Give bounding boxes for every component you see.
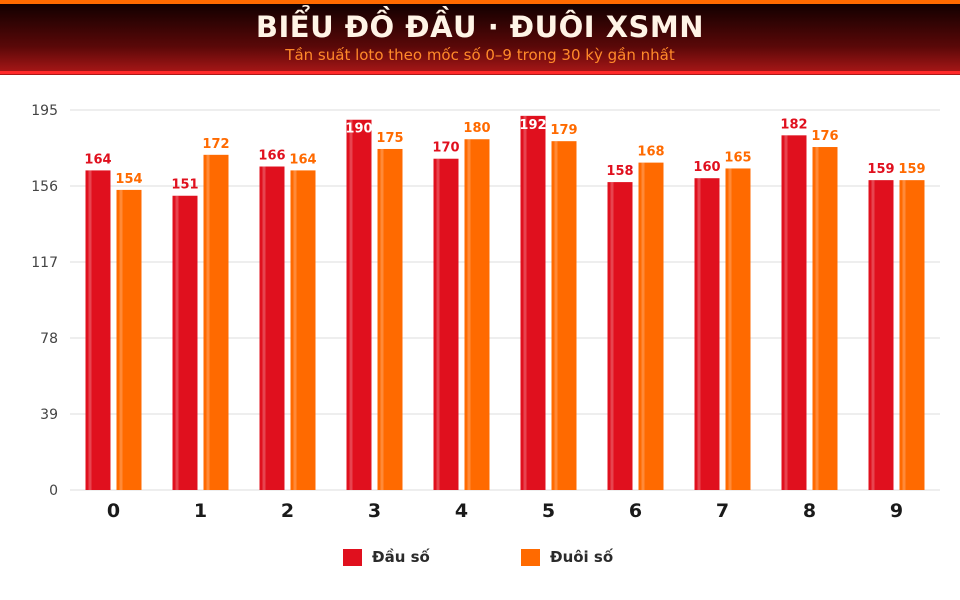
bar-duoi xyxy=(464,139,490,490)
bar-duoi xyxy=(812,147,838,490)
y-tick-label: 117 xyxy=(31,255,58,271)
chart-legend: Đầu số Đuôi số xyxy=(0,545,960,569)
bar-duoi xyxy=(290,170,316,490)
bar-duoi xyxy=(899,180,925,490)
bar-duoi xyxy=(377,148,403,490)
x-tick-label: 3 xyxy=(368,500,381,522)
data-label-duoi: 168 xyxy=(637,145,664,160)
data-label-duoi: 164 xyxy=(289,152,316,167)
y-tick-label: 195 xyxy=(31,103,58,119)
data-label-dau: 190 xyxy=(345,122,372,137)
bar-duoi xyxy=(725,168,751,490)
bar-highlight xyxy=(206,154,210,491)
data-label-duoi: 175 xyxy=(376,131,403,146)
bar-highlight xyxy=(349,119,353,490)
bar-highlight xyxy=(784,135,788,491)
data-label-duoi: 159 xyxy=(898,162,925,177)
bar-duoi xyxy=(551,141,577,490)
bar-highlight xyxy=(467,139,471,490)
bar-highlight xyxy=(697,178,701,490)
data-label-dau: 192 xyxy=(519,118,546,133)
bar-dau xyxy=(346,119,372,490)
bar-dau xyxy=(259,166,285,490)
data-label-dau: 182 xyxy=(780,117,807,132)
bar-highlight xyxy=(554,141,558,490)
bar-dau xyxy=(781,135,807,491)
bar-highlight xyxy=(610,182,614,490)
chart-header: BIỂU ĐỒ ĐẦU · ĐUÔI XSMN Tần suất loto th… xyxy=(0,4,960,75)
bar-highlight xyxy=(871,180,875,490)
data-label-dau: 170 xyxy=(432,141,459,156)
legend-label-dau: Đầu số xyxy=(372,548,430,566)
legend-label-duoi: Đuôi số xyxy=(550,548,614,566)
legend-swatch-dau xyxy=(343,548,362,566)
bar-dau xyxy=(172,195,198,490)
data-label-dau: 160 xyxy=(693,160,720,175)
x-tick-label: 5 xyxy=(542,500,555,522)
chart-title: BIỂU ĐỒ ĐẦU · ĐUÔI XSMN xyxy=(255,10,705,44)
bar-highlight xyxy=(119,189,123,490)
bar-duoi xyxy=(203,154,229,491)
x-tick-label: 6 xyxy=(629,500,642,522)
y-tick-label: 0 xyxy=(49,483,58,499)
chart-subtitle: Tần suất loto theo mốc số 0–9 trong 30 k… xyxy=(285,46,675,64)
data-label-dau: 158 xyxy=(606,164,633,179)
data-label-duoi: 165 xyxy=(724,150,751,165)
bar-highlight xyxy=(815,147,819,490)
legend-item-dau: Đầu số xyxy=(343,545,430,569)
bar-highlight xyxy=(436,158,440,490)
x-tick-label: 7 xyxy=(716,500,729,522)
bar-duoi xyxy=(116,189,142,490)
data-label-dau: 166 xyxy=(258,149,285,164)
y-tick-label: 39 xyxy=(40,407,58,423)
legend-item-duoi: Đuôi số xyxy=(521,545,613,569)
header-top-accent xyxy=(0,0,960,4)
bar-dau xyxy=(607,182,633,490)
x-tick-label: 8 xyxy=(803,500,816,522)
bar-dau xyxy=(694,178,720,490)
data-label-duoi: 179 xyxy=(550,123,577,138)
bar-dau xyxy=(433,158,459,490)
x-tick-label: 2 xyxy=(281,500,294,522)
y-tick-label: 156 xyxy=(31,179,58,195)
bar-highlight xyxy=(380,148,384,490)
y-tick-label: 78 xyxy=(40,331,58,347)
bar-highlight xyxy=(293,170,297,490)
bar-duoi xyxy=(638,162,664,490)
data-label-dau: 159 xyxy=(867,162,894,177)
bar-highlight xyxy=(175,195,179,490)
data-label-duoi: 172 xyxy=(202,137,229,152)
bar-dau xyxy=(520,115,546,490)
data-label-duoi: 176 xyxy=(811,129,838,144)
data-label-dau: 164 xyxy=(84,152,111,167)
x-tick-label: 0 xyxy=(107,500,120,522)
bar-highlight xyxy=(728,168,732,490)
bar-highlight xyxy=(902,180,906,490)
x-tick-label: 1 xyxy=(194,500,207,522)
data-label-duoi: 180 xyxy=(463,121,490,136)
x-tick-label: 9 xyxy=(890,500,903,522)
data-label-dau: 151 xyxy=(171,178,198,193)
legend-swatch-duoi xyxy=(521,548,540,566)
bar-highlight xyxy=(641,162,645,490)
header-bottom-accent xyxy=(0,71,960,74)
x-tick-label: 4 xyxy=(455,500,468,522)
bar-dau xyxy=(85,170,111,490)
data-label-duoi: 154 xyxy=(115,172,142,187)
bar-highlight xyxy=(523,115,527,490)
bar-dau xyxy=(868,180,894,490)
bar-highlight xyxy=(262,166,266,490)
bar-highlight xyxy=(88,170,92,490)
